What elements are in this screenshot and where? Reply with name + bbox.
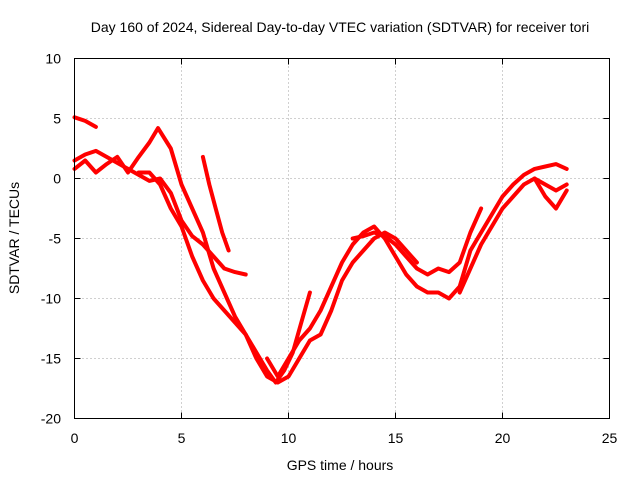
- y-tick-label: 5: [53, 111, 61, 127]
- chart-title: Day 160 of 2024, Sidereal Day-to-day VTE…: [91, 19, 590, 35]
- y-axis-label: SDTVAR / TECUs: [6, 182, 22, 294]
- x-tick-label: 25: [602, 430, 618, 446]
- series-line-sat-g: [350, 206, 484, 277]
- plot-frame: [74, 58, 610, 419]
- series-line-sat-f: [265, 162, 569, 379]
- y-tick-label: -5: [49, 231, 62, 247]
- y-tick-label: -10: [41, 291, 61, 307]
- series-line-sat-b: [72, 148, 248, 277]
- y-tick-label: 0: [53, 171, 61, 187]
- data-series: [72, 115, 569, 385]
- y-tick-label: -15: [41, 351, 61, 367]
- y-tick-label: 10: [45, 51, 61, 67]
- grid-lines: [74, 58, 610, 419]
- x-tick-label: 10: [281, 430, 297, 446]
- x-axis-label: GPS time / hours: [287, 457, 394, 473]
- series-line-sat-h: [457, 176, 569, 295]
- x-tick-label: 5: [178, 430, 186, 446]
- series-line-sat-a: [72, 115, 98, 129]
- series-line-sat-d: [200, 154, 231, 253]
- y-tick-label: -20: [41, 411, 61, 427]
- x-tick-label: 20: [495, 430, 511, 446]
- y-tick-labels: -20 -15 -10 -5 0 5 10: [41, 51, 61, 427]
- series-line-sat-i: [532, 176, 569, 211]
- x-tick-label: 0: [71, 430, 79, 446]
- x-tick-label: 15: [388, 430, 404, 446]
- x-tick-labels: 0 5 10 15 20 25: [71, 430, 618, 446]
- series-line-sat-e: [136, 170, 419, 385]
